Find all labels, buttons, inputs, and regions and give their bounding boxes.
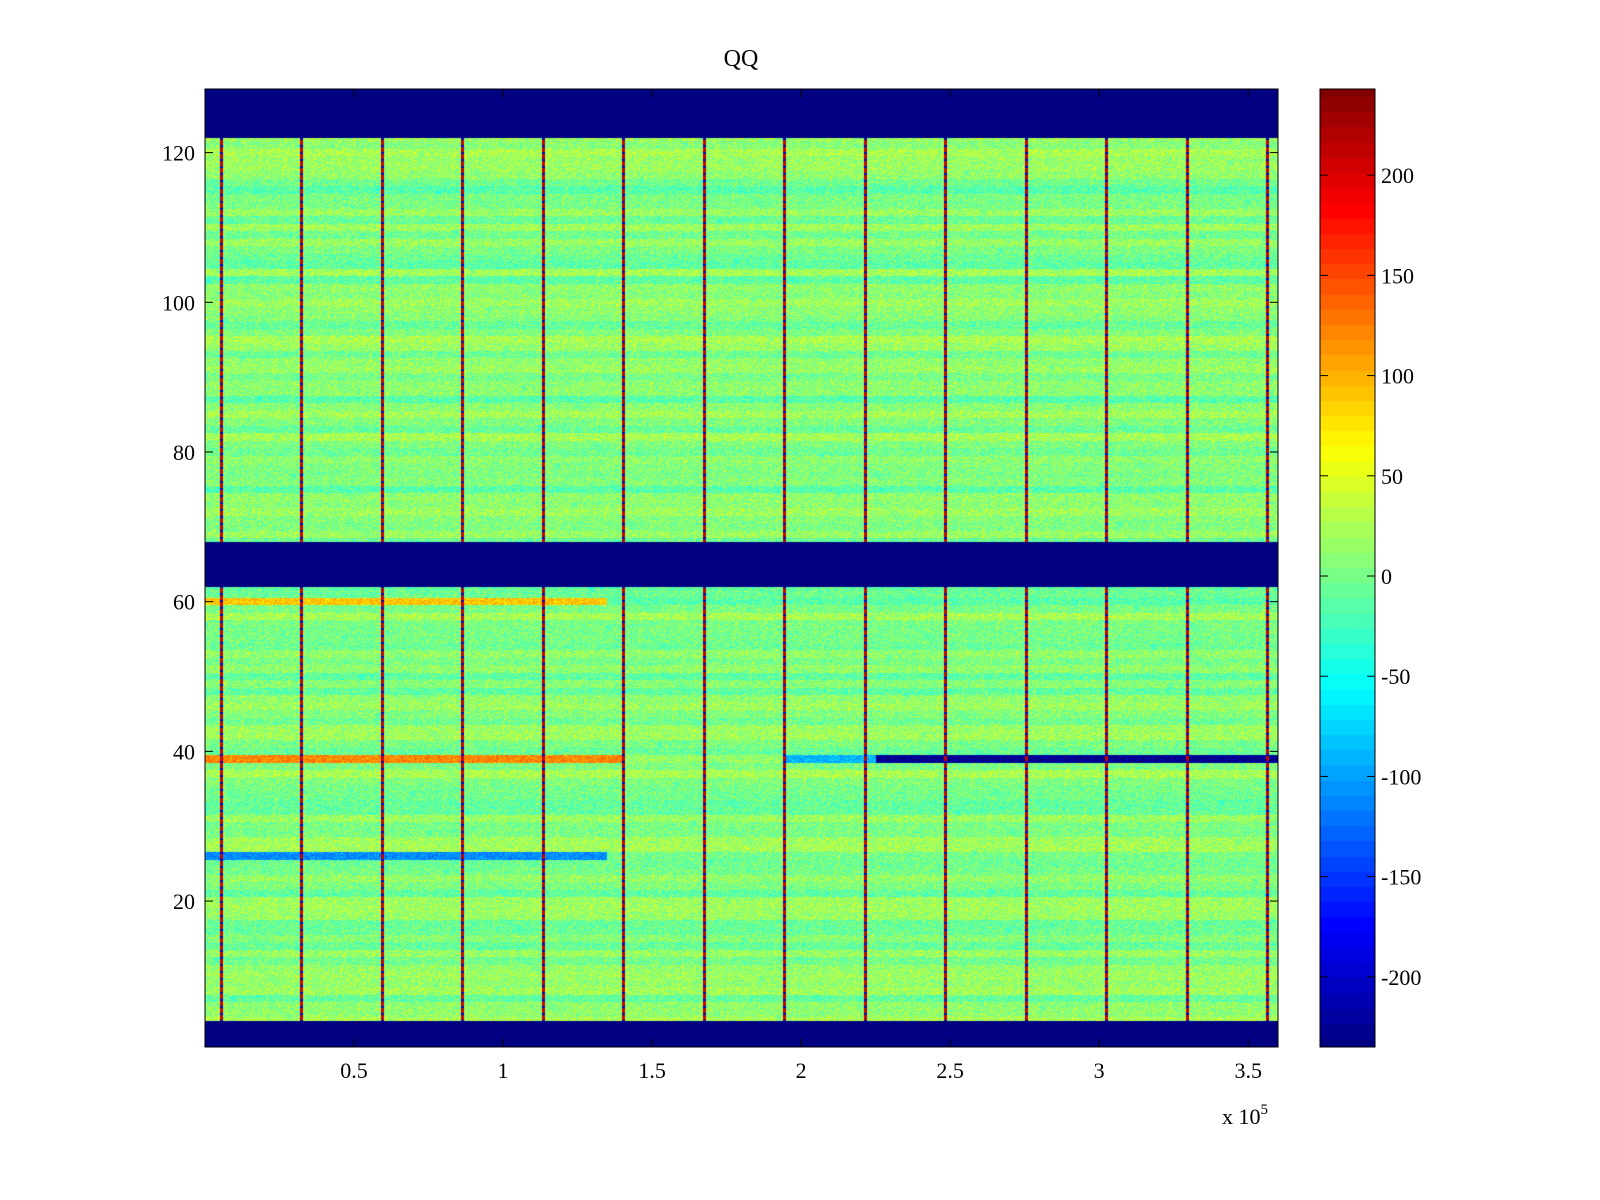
colorbar-tick-label: 50 [1381, 464, 1403, 489]
colorbar-tick-label: 100 [1381, 364, 1414, 389]
y-tick-label: 20 [173, 889, 195, 914]
colorbar-tick-label: -200 [1381, 965, 1421, 990]
x-tick-label: 1.5 [638, 1058, 666, 1083]
colorbar-frame [1319, 88, 1376, 1048]
colorbar-tick-label: 0 [1381, 564, 1392, 589]
colorbar-tick-label: 200 [1381, 163, 1414, 188]
chart-title: QQ [724, 46, 759, 72]
y-axis: 20 40 60 80 100 120 [162, 141, 1278, 914]
x-tick-label: 2.5 [936, 1058, 964, 1083]
x-tick-label: 3 [1094, 1058, 1105, 1083]
colorbar-ticks: 200 150 100 50 0 -50 -100 -150 -200 [1320, 163, 1421, 990]
colorbar: 200 150 100 50 0 -50 -100 -150 -200 [1319, 88, 1421, 1048]
x-tick-label: 0.5 [340, 1058, 368, 1083]
x-tick-label: 2 [796, 1058, 807, 1083]
colorbar-tick-label: -50 [1381, 664, 1410, 689]
plot-area [204, 88, 1279, 1048]
y-tick-label: 100 [162, 290, 195, 315]
plot-frame [204, 88, 1279, 1048]
colorbar-tick-label: -150 [1381, 865, 1421, 890]
y-tick-label: 120 [162, 141, 195, 166]
y-tick-label: 80 [173, 440, 195, 465]
heatmap-image [205, 89, 1278, 1047]
y-tick-label: 60 [173, 590, 195, 615]
x-axis: 0.5 1 1.5 2 2.5 3 3.5 [340, 89, 1262, 1083]
colorbar-tick-label: -100 [1381, 764, 1421, 789]
x-axis-multiplier: x 105 [1222, 1102, 1268, 1129]
x-tick-label: 1 [498, 1058, 509, 1083]
colorbar-gradient [1320, 89, 1375, 1047]
colorbar-tick-label: 150 [1381, 263, 1414, 288]
x-tick-label: 3.5 [1234, 1058, 1262, 1083]
y-tick-label: 40 [173, 739, 195, 764]
